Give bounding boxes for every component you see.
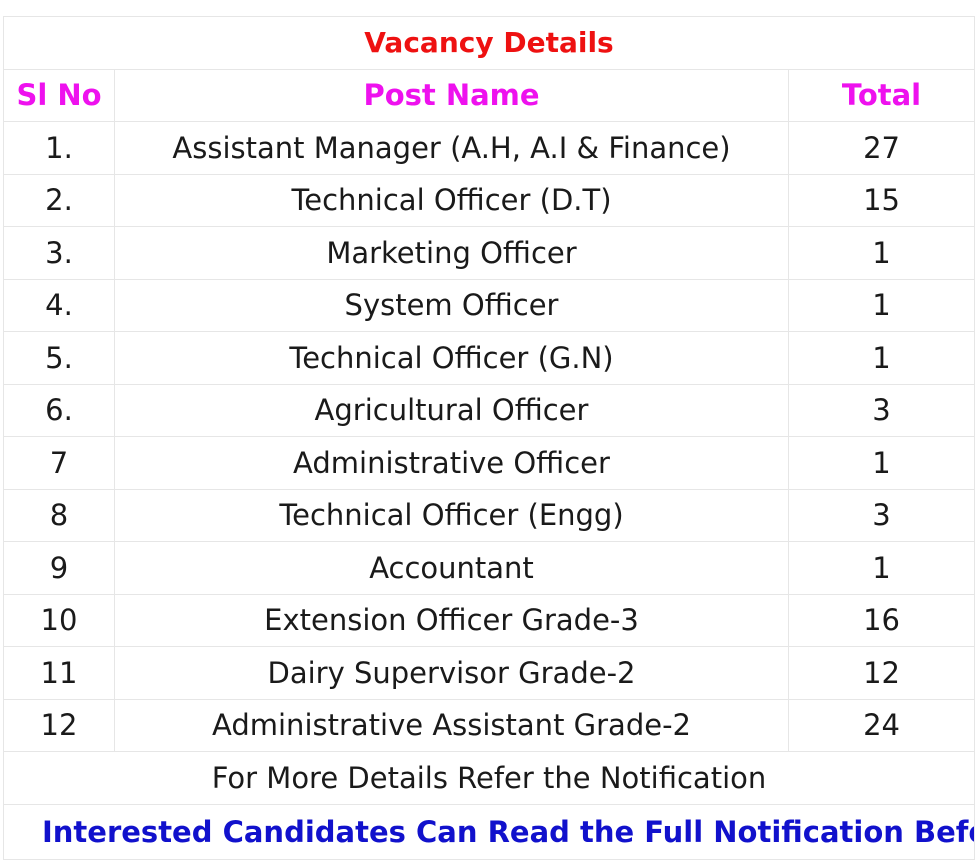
cell-sl-no: 10: [3, 593, 115, 647]
cell-total: 3: [787, 488, 976, 542]
cell-post-name: Technical Officer (Engg): [114, 488, 789, 542]
cell-post-name: Assistant Manager (A.H, A.I & Finance): [114, 121, 789, 175]
cell-post-name: Administrative Officer: [114, 436, 789, 490]
table-header-row: Sl No Post Name Total: [3, 68, 976, 122]
cell-sl-no: 1.: [3, 121, 115, 175]
cell-total: 1: [787, 331, 976, 385]
cell-total: 12: [787, 646, 976, 700]
cell-sl-no: 12: [3, 698, 115, 752]
cell-total: 1: [787, 278, 976, 332]
vacancy-table-container: Vacancy Details Sl No Post Name Total 1.…: [2, 16, 976, 860]
cell-sl-no: 8: [3, 488, 115, 542]
cell-post-name: Accountant: [114, 541, 789, 595]
table-row: 2. Technical Officer (D.T) 15: [3, 173, 976, 227]
cell-total: 27: [787, 121, 976, 175]
table-title: Vacancy Details: [2, 16, 976, 70]
cell-sl-no: 9: [3, 541, 115, 595]
cell-sl-no: 2.: [3, 173, 115, 227]
table-row: 8 Technical Officer (Engg) 3: [3, 488, 976, 542]
cell-sl-no: 4.: [3, 278, 115, 332]
cell-total: 24: [787, 698, 976, 752]
cell-sl-no: 11: [3, 646, 115, 700]
table-row: 9 Accountant 1: [3, 541, 976, 595]
cell-total: 3: [787, 383, 976, 437]
vacancy-table: Vacancy Details Sl No Post Name Total 1.…: [2, 16, 976, 860]
table-row: 7 Administrative Officer 1: [3, 436, 976, 490]
table-row: 3. Marketing Officer 1: [3, 226, 976, 280]
cut-off-line: Interested Candidates Can Read the Full …: [2, 803, 976, 860]
table-row: 6. Agricultural Officer 3: [3, 383, 976, 437]
cell-total: 1: [787, 226, 976, 280]
cell-total: 16: [787, 593, 976, 647]
cell-post-name: Extension Officer Grade-3: [114, 593, 789, 647]
table-title-row: Vacancy Details: [2, 16, 976, 70]
table-footer-row: For More Details Refer the Notification: [2, 751, 976, 805]
cell-sl-no: 3.: [3, 226, 115, 280]
cell-total: 1: [787, 541, 976, 595]
cell-post-name: Technical Officer (D.T): [114, 173, 789, 227]
cell-post-name: System Officer: [114, 278, 789, 332]
footer-note: For More Details Refer the Notification: [2, 751, 976, 805]
header-post-name: Post Name: [114, 68, 789, 122]
table-row: 1. Assistant Manager (A.H, A.I & Finance…: [3, 121, 976, 175]
table-row: 5. Technical Officer (G.N) 1: [3, 331, 976, 385]
table-row: 12 Administrative Assistant Grade-2 24: [3, 698, 976, 752]
header-sl-no: Sl No: [3, 68, 115, 122]
table-cutoff-row: Interested Candidates Can Read the Full …: [2, 803, 976, 860]
cell-total: 15: [787, 173, 976, 227]
cell-sl-no: 7: [3, 436, 115, 490]
table-row: 10 Extension Officer Grade-3 16: [3, 593, 976, 647]
cell-post-name: Marketing Officer: [114, 226, 789, 280]
table-row: 11 Dairy Supervisor Grade-2 12: [3, 646, 976, 700]
cell-post-name: Agricultural Officer: [114, 383, 789, 437]
cell-post-name: Dairy Supervisor Grade-2: [114, 646, 789, 700]
cell-total: 1: [787, 436, 976, 490]
cell-sl-no: 6.: [3, 383, 115, 437]
cell-sl-no: 5.: [3, 331, 115, 385]
cell-post-name: Administrative Assistant Grade-2: [114, 698, 789, 752]
cell-post-name: Technical Officer (G.N): [114, 331, 789, 385]
header-total: Total: [787, 68, 976, 122]
table-row: 4. System Officer 1: [3, 278, 976, 332]
